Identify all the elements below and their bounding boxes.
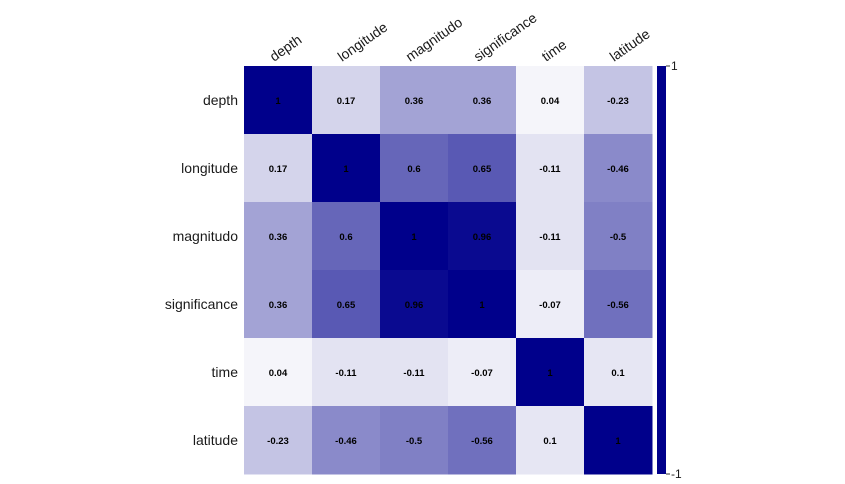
cell-value-depth-latitude: -0.23 <box>607 96 629 107</box>
heatmap-cell-depth-latitude <box>584 66 653 135</box>
heatmap-cell-labels: 1 0.17 0.36 0.36 0.04 -0.23 0.17 1 0.6 0.65 -0.11 -… <box>267 96 629 447</box>
colorbar-tick-label-0: 1 <box>671 59 678 73</box>
cell-value-magnitudo-latitude: -0.5 <box>610 232 627 243</box>
cell-value-longitude-depth: 0.17 <box>269 164 288 175</box>
cell-value-time-significance: -0.07 <box>471 368 493 379</box>
cell-value-significance-time: -0.07 <box>539 300 561 311</box>
cell-value-magnitudo-depth: 0.36 <box>269 232 288 243</box>
heatmap-cell-depth-magnitudo <box>380 66 449 135</box>
heatmap-cell-significance-magnitudo <box>380 270 449 339</box>
cell-value-depth-time: 0.04 <box>541 96 560 107</box>
heatmap-cell-magnitudo-magnitudo <box>380 202 449 271</box>
heatmap-cell-magnitudo-latitude <box>584 202 653 271</box>
cell-value-time-latitude: 0.1 <box>611 368 625 379</box>
heatmap-cell-time-magnitudo <box>380 338 449 407</box>
heatmap-cell-time-depth <box>244 338 313 407</box>
row-label-significance: significance <box>165 296 238 312</box>
cell-value-time-longitude: -0.11 <box>335 368 357 379</box>
cell-value-magnitudo-significance: 0.96 <box>473 232 492 243</box>
cell-value-longitude-significance: 0.65 <box>473 164 492 175</box>
cell-value-significance-latitude: -0.56 <box>607 300 629 311</box>
cell-value-depth-magnitudo: 0.36 <box>405 96 424 107</box>
cell-value-significance-longitude: 0.65 <box>337 300 356 311</box>
heatmap-cell-longitude-significance <box>448 134 517 203</box>
cell-value-longitude-latitude: -0.46 <box>607 164 629 175</box>
heatmap-cell-latitude-latitude <box>584 406 653 475</box>
heatmap-cell-longitude-latitude <box>584 134 653 203</box>
column-label-magnitudo: magnitudo <box>403 14 466 65</box>
heatmap-cell-latitude-longitude <box>312 406 381 475</box>
column-label-latitude: latitude <box>607 25 653 64</box>
cell-value-latitude-magnitudo: -0.5 <box>406 436 423 447</box>
colorbar-gradient <box>657 66 666 474</box>
heatmap-cell-longitude-time <box>516 134 585 203</box>
cell-value-time-magnitudo: -0.11 <box>403 368 425 379</box>
heatmap-cell-depth-depth <box>244 66 313 135</box>
heatmap-cell-depth-significance <box>448 66 517 135</box>
heatmap-cell-latitude-magnitudo <box>380 406 449 475</box>
heatmap-cell-longitude-depth <box>244 134 313 203</box>
cell-value-magnitudo-magnitudo: 1 <box>411 232 417 243</box>
heatmap-cell-time-latitude <box>584 338 653 407</box>
cell-value-time-depth: 0.04 <box>269 368 288 379</box>
heatmap-cell-latitude-depth <box>244 406 313 475</box>
cell-value-significance-significance: 1 <box>479 300 485 311</box>
heatmap-cell-significance-significance <box>448 270 517 339</box>
column-label-depth: depth <box>267 31 305 64</box>
cell-value-latitude-significance: -0.56 <box>471 436 493 447</box>
heatmap-cell-significance-longitude <box>312 270 381 339</box>
heatmap-cell-depth-longitude <box>312 66 381 135</box>
cell-value-depth-longitude: 0.17 <box>337 96 356 107</box>
heatmap-cell-time-longitude <box>312 338 381 407</box>
heatmap-cell-magnitudo-depth <box>244 202 313 271</box>
row-labels: depth longitude magnitudo significance time l… <box>165 92 238 448</box>
row-label-depth: depth <box>203 92 238 108</box>
heatmap-cell-significance-time <box>516 270 585 339</box>
column-label-longitude: longitude <box>335 19 391 65</box>
colorbar-legend: 1 -1 <box>657 59 682 481</box>
cell-value-longitude-magnitudo: 0.6 <box>407 164 420 175</box>
heatmap-cell-time-time <box>516 338 585 407</box>
heatmap-cell-magnitudo-significance <box>448 202 517 271</box>
cell-value-longitude-longitude: 1 <box>343 164 349 175</box>
column-label-time: time <box>539 36 570 64</box>
cell-value-magnitudo-time: -0.11 <box>539 232 561 243</box>
cell-value-latitude-time: 0.1 <box>543 436 557 447</box>
row-label-latitude: latitude <box>193 432 238 448</box>
heatmap-cell-time-significance <box>448 338 517 407</box>
cell-value-depth-significance: 0.36 <box>473 96 492 107</box>
heatmap-cells <box>244 66 653 475</box>
cell-value-latitude-latitude: 1 <box>615 436 621 447</box>
heatmap-cell-latitude-time <box>516 406 585 475</box>
heatmap-cell-longitude-longitude <box>312 134 381 203</box>
column-label-significance: significance <box>471 9 540 64</box>
heatmap-cell-significance-depth <box>244 270 313 339</box>
heatmap-cell-longitude-magnitudo <box>380 134 449 203</box>
row-label-longitude: longitude <box>181 160 238 176</box>
cell-value-significance-depth: 0.36 <box>269 300 288 311</box>
cell-value-magnitudo-longitude: 0.6 <box>339 232 352 243</box>
heatmap-cell-magnitudo-time <box>516 202 585 271</box>
heatmap-cell-latitude-significance <box>448 406 517 475</box>
heatmap-cell-significance-latitude <box>584 270 653 339</box>
heatmap-cell-depth-time <box>516 66 585 135</box>
cell-value-significance-magnitudo: 0.96 <box>405 300 424 311</box>
cell-value-depth-depth: 1 <box>275 96 281 107</box>
colorbar-tick-label-1: -1 <box>671 467 682 481</box>
cell-value-time-time: 1 <box>547 368 553 379</box>
cell-value-latitude-longitude: -0.46 <box>335 436 357 447</box>
cell-value-longitude-time: -0.11 <box>539 164 561 175</box>
row-label-magnitudo: magnitudo <box>173 228 239 244</box>
row-label-time: time <box>212 364 239 380</box>
cell-value-latitude-depth: -0.23 <box>267 436 289 447</box>
heatmap-cell-magnitudo-longitude <box>312 202 381 271</box>
